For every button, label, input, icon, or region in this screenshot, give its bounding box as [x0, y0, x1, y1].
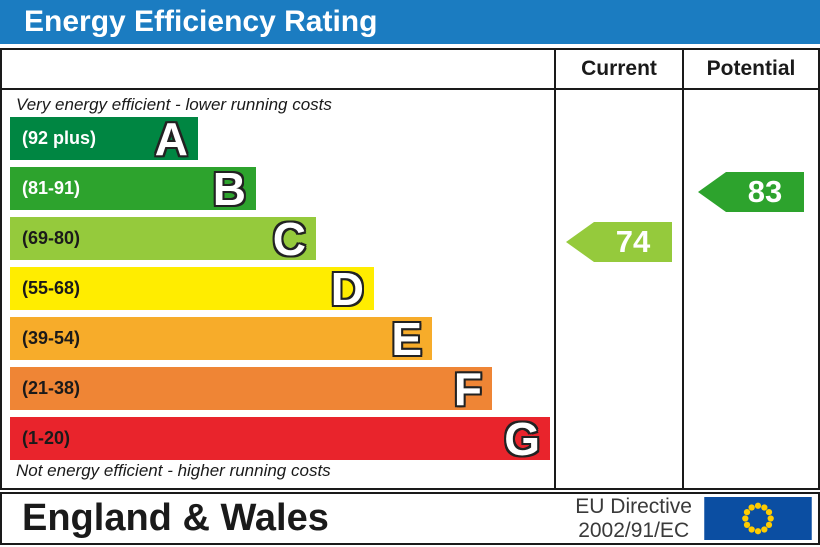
- band-letter: E: [391, 312, 422, 365]
- band-range-label: (1-20): [22, 428, 71, 448]
- band-a: (92 plus) A: [10, 112, 198, 165]
- band-letter: F: [453, 362, 482, 415]
- table-header-row: Current Potential: [2, 50, 818, 90]
- potential-column: 83: [684, 90, 818, 488]
- eu-flag-icon: [704, 497, 812, 540]
- band-chart-area: Very energy efficient - lower running co…: [2, 90, 556, 488]
- band-f: (21-38) F: [10, 362, 492, 415]
- band-e: (39-54) E: [10, 312, 432, 365]
- band-letter: A: [154, 112, 188, 165]
- eu-directive-line1: EU Directive: [575, 494, 692, 518]
- band-range-label: (69-80): [22, 228, 81, 248]
- arrow-tip: [566, 222, 594, 262]
- band-letter: D: [330, 262, 364, 315]
- eu-directive-line2: 2002/91/EC: [578, 518, 690, 542]
- band-range-label: (55-68): [22, 278, 81, 298]
- band-g: (1-20) G: [10, 412, 550, 465]
- potential-rating-value: 83: [726, 172, 804, 212]
- band-range-label: (92 plus): [22, 128, 97, 148]
- band-d: (55-68) D: [10, 262, 374, 315]
- current-column-header: Current: [556, 50, 684, 88]
- bands: (92 plus) A (81-91) B (69-80) C (55-68) D (39-54…: [10, 112, 550, 467]
- band-range-label: (39-54): [22, 328, 81, 348]
- table-body-row: Very energy efficient - lower running co…: [2, 90, 818, 488]
- footer-bar: England & Wales EU Directive 2002/91/EC: [0, 492, 820, 545]
- current-rating-arrow: 74: [566, 222, 672, 262]
- eu-directive-label: EU Directive 2002/91/EC: [575, 495, 692, 543]
- band-range-label: (21-38): [22, 378, 81, 398]
- chart-title-bar: Energy Efficiency Rating: [0, 0, 820, 44]
- chart-header-cell: [2, 50, 556, 88]
- top-note: Very energy efficient - lower running co…: [16, 95, 332, 114]
- current-rating-value: 74: [594, 222, 672, 262]
- current-column: 74: [556, 90, 684, 488]
- rating-table: Current Potential Very energy efficient …: [0, 48, 820, 490]
- arrow-tip: [698, 172, 726, 212]
- band-c: (69-80) C: [10, 212, 316, 265]
- band-range-label: (81-91): [22, 178, 81, 198]
- region-label: England & Wales: [22, 497, 329, 539]
- potential-rating-arrow: 83: [698, 172, 804, 212]
- bottom-note: Not energy efficient - higher running co…: [16, 461, 331, 480]
- band-b: (81-91) B: [10, 162, 256, 215]
- band-letter: B: [212, 162, 246, 215]
- band-letter: C: [272, 212, 306, 265]
- potential-column-header: Potential: [706, 57, 796, 80]
- chart-title: Energy Efficiency Rating: [24, 5, 378, 38]
- band-letter: G: [504, 412, 540, 465]
